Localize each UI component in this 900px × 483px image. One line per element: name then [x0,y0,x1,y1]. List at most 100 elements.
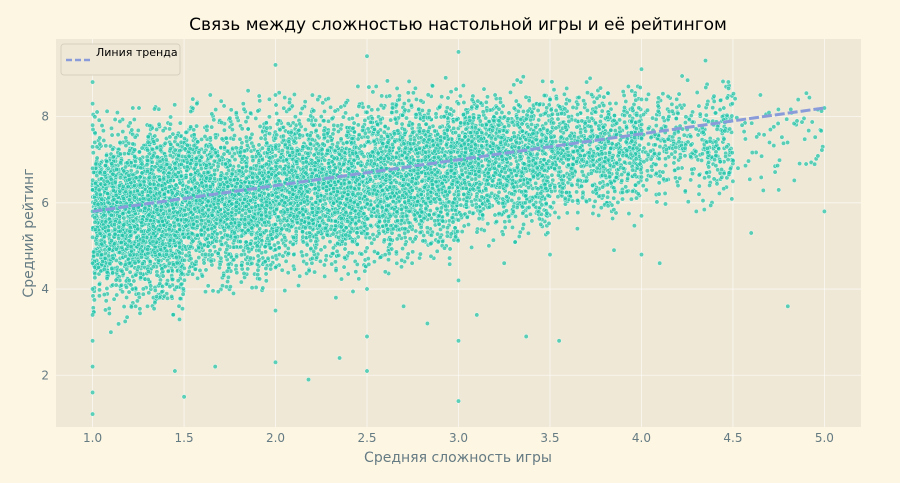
scatter-point [177,244,183,250]
scatter-point [127,120,133,126]
scatter-point [306,117,311,123]
scatter-point [217,262,223,267]
scatter-point [150,153,156,159]
scatter-point [157,159,163,164]
scatter-point [186,206,192,212]
scatter-point [90,150,96,156]
scatter-point [167,134,173,140]
scatter-point [132,154,138,160]
scatter-point [183,253,189,258]
scatter-point [90,293,96,299]
scatter-point [218,98,224,104]
scatter-point [126,238,132,244]
scatter-point [258,197,264,203]
scatter-point [259,145,265,151]
scatter-point [167,284,173,289]
scatter-point [203,162,209,168]
scatter-point [342,246,348,252]
scatter-point [182,208,187,214]
scatter-point [231,238,237,244]
scatter-point [107,232,113,238]
scatter-point [192,266,198,272]
scatter-point [289,146,295,151]
scatter-point [321,262,327,268]
scatter-point [159,289,165,295]
scatter-point [234,199,240,205]
scatter-point [133,272,139,278]
scatter-point [94,109,100,115]
scatter-point [238,244,244,250]
scatter-point [137,174,143,180]
scatter-point [167,146,173,152]
scatter-point [104,275,110,281]
scatter-point [145,277,151,282]
scatter-point [244,138,250,144]
scatter-point [249,204,255,210]
scatter-point [136,149,142,155]
scatter-point [215,289,221,295]
scatter-point [256,247,262,253]
scatter-point [258,135,264,141]
scatter-point [158,164,164,170]
scatter-point [138,270,143,276]
scatter-point [224,246,230,252]
scatter-point [264,179,269,185]
scatter-point [139,248,145,254]
scatter-point [282,288,288,293]
scatter-point [151,306,157,312]
scatter-point [137,306,143,312]
scatter-point [227,115,233,121]
scatter-point [236,222,242,228]
scatter-point [209,145,215,151]
scatter-point [332,108,338,114]
scatter-point [129,127,135,133]
scatter-point [229,171,235,177]
scatter-point [156,121,162,127]
scatter-point [93,227,98,233]
scatter-point [183,217,189,223]
scatter-point [355,234,361,240]
scatter-point [156,257,162,263]
scatter-point [132,183,137,188]
scatter-point [238,144,244,150]
scatter-point [166,227,172,232]
scatter-point [233,263,239,269]
scatter-point [258,180,263,186]
scatter-point [145,193,151,199]
scatter-point [101,138,107,143]
scatter-point [120,184,126,189]
scatter-point [228,107,234,113]
scatter-point [128,304,134,310]
scatter-point [222,213,228,219]
scatter-point [243,203,249,209]
scatter-point [233,145,239,151]
scatter-point [102,224,108,230]
scatter-point [210,288,216,294]
scatter-point [211,158,217,164]
scatter-point [99,241,105,247]
scatter-point [328,104,333,110]
scatter-point [247,208,253,214]
scatter-point [130,141,136,147]
scatter-point [154,272,160,278]
scatter-point [256,151,262,157]
scatter-point [167,238,173,243]
scatter-point [262,244,268,249]
scatter-point [221,103,227,109]
scatter-point [249,131,255,137]
scatter-point [144,168,150,174]
scatter-point [245,115,251,120]
scatter-point [127,252,133,258]
scatter-point [126,173,132,178]
scatter-point [102,234,107,239]
scatter-point [237,239,243,245]
scatter-point [176,240,182,246]
scatter-point [161,170,167,176]
scatter-point [110,146,116,152]
scatter-point [195,168,201,174]
scatter-point [109,161,115,167]
scatter-point [156,190,162,196]
scatter-point [245,126,251,132]
scatter-point [117,119,123,124]
scatter-point [147,181,153,187]
